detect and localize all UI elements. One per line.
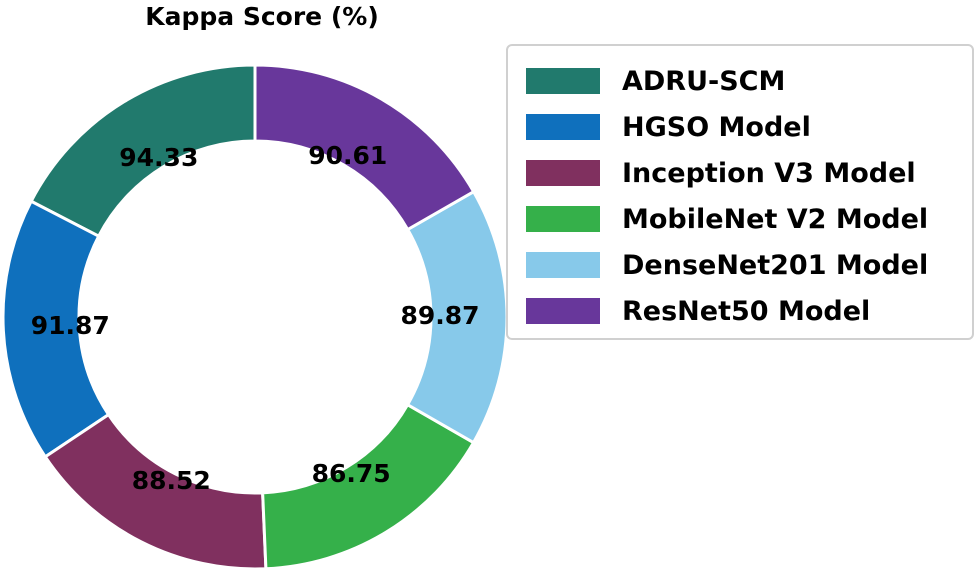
legend-label: MobileNet V2 Model xyxy=(622,203,929,235)
legend-swatch xyxy=(526,252,600,278)
legend-label: DenseNet201 Model xyxy=(622,249,929,281)
legend-item-inception-v3-model: Inception V3 Model xyxy=(526,154,916,192)
slice-value-label: 94.33 xyxy=(119,143,198,172)
legend-label: ResNet50 Model xyxy=(622,295,871,327)
legend-item-hgso-model: HGSO Model xyxy=(526,108,811,146)
legend-item-mobilenet-v2-model: MobileNet V2 Model xyxy=(526,200,928,238)
slice-value-label: 89.87 xyxy=(400,301,479,330)
legend-swatch xyxy=(526,206,600,232)
legend-swatch xyxy=(526,114,600,140)
legend-swatch xyxy=(526,160,600,186)
legend-item-adru-scm: ADRU-SCM xyxy=(526,62,785,100)
donut-slices xyxy=(1,63,509,571)
legend-swatch xyxy=(526,68,600,94)
slice-value-label: 91.87 xyxy=(31,311,110,340)
chart-title: Kappa Score (%) xyxy=(145,2,379,31)
legend-swatch xyxy=(526,298,600,324)
donut-value-labels: 94.33 91.87 88.52 86.75 89.87 90.61 xyxy=(31,141,480,495)
chart-legend: ADRU-SCM HGSO Model Inception V3 Model M… xyxy=(506,44,974,340)
legend-label: ADRU-SCM xyxy=(622,65,786,97)
slice-value-label: 88.52 xyxy=(132,466,211,495)
donut-slice-resnet50-model xyxy=(253,63,476,232)
legend-item-resnet50-model: ResNet50 Model xyxy=(526,292,870,330)
slice-value-label: 86.75 xyxy=(312,459,391,488)
legend-label: Inception V3 Model xyxy=(622,157,916,189)
legend-item-densenet201-model: DenseNet201 Model xyxy=(526,246,928,284)
legend-label: HGSO Model xyxy=(622,111,811,143)
slice-value-label: 90.61 xyxy=(308,141,387,170)
